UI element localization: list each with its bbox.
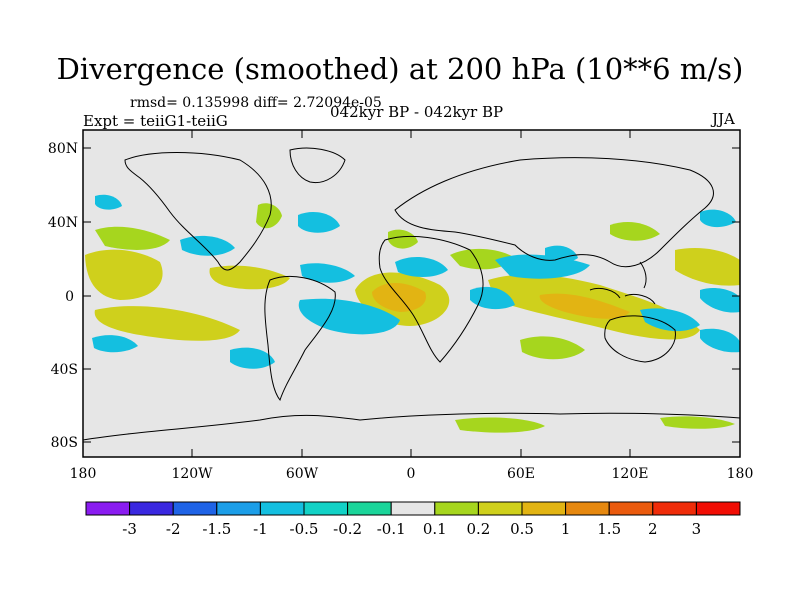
x-tick-label: 60W	[286, 466, 319, 482]
experiment-label: Expt = teiiG1-teiiG	[83, 112, 228, 130]
colorbar-label: -2	[166, 520, 181, 538]
y-tick-label: 80N	[48, 141, 78, 157]
y-tick-label: 80S	[51, 435, 78, 451]
divergence-field	[85, 194, 740, 433]
map-title: Divergence (smoothed) at 200 hPa (10**6 …	[56, 52, 744, 86]
field-patch	[300, 263, 355, 283]
coastlines	[82, 147, 741, 441]
coastline-greenland	[289, 147, 346, 184]
field-patch	[298, 212, 340, 233]
field-patch	[660, 416, 735, 429]
field-patch	[85, 249, 163, 300]
field-patch	[700, 209, 736, 228]
coastline-australia	[604, 315, 676, 363]
colorbar-swatch	[390, 501, 436, 516]
field-patch	[298, 298, 400, 335]
colorbar-swatch	[172, 501, 218, 516]
colorbar-label: 2	[648, 520, 658, 538]
colorbar-swatch	[129, 501, 174, 516]
colorbar-labels: -3 -2 -1.5 -1 -0.5 -0.2 -0.1 0.1 0.2 0.5 1 1.5 2 3	[122, 520, 701, 538]
x-tick-label: 120W	[171, 466, 213, 482]
coastline-islands	[639, 261, 647, 289]
x-tick-label: 180	[727, 466, 754, 482]
colorbar-label: 0.1	[423, 520, 447, 538]
colorbar-label: -1.5	[202, 520, 231, 538]
colorbar-swatch	[347, 501, 392, 516]
colorbar-swatch	[216, 501, 261, 516]
colorbar-swatch	[695, 501, 741, 516]
colorbar-swatch	[259, 501, 305, 516]
colorbar-swatch	[303, 501, 349, 516]
colorbar-swatch	[521, 501, 567, 516]
field-patch	[230, 347, 275, 369]
field-patch	[675, 248, 740, 286]
colorbar-label: -0.2	[333, 520, 362, 538]
colorbar-swatch	[565, 501, 610, 516]
colorbar-label: 1.5	[597, 520, 621, 538]
field-patch	[92, 335, 138, 353]
field-patch	[395, 256, 448, 277]
stats-label: rmsd= 0.135998 diff= 2.72094e-05	[130, 95, 382, 111]
period-label: 042kyr BP - 042kyr BP	[330, 103, 504, 121]
coastline-islands	[624, 293, 656, 305]
season-label: JJA	[712, 110, 735, 128]
tick-marks	[83, 130, 740, 457]
field-patch	[610, 221, 660, 241]
y-tick-label: 0	[65, 289, 74, 305]
field-patch	[94, 306, 240, 341]
coastline-eurasia	[394, 157, 714, 268]
coastline-africa	[378, 235, 484, 363]
field-patch	[545, 245, 578, 264]
colorbar-swatch	[85, 501, 131, 516]
x-tick-label: 120E	[612, 466, 649, 482]
field-patch	[450, 248, 515, 270]
field-patch	[470, 286, 515, 310]
colorbar-label: 3	[692, 520, 702, 538]
coastline-south-america	[264, 275, 336, 402]
colorbar-swatch	[652, 501, 697, 516]
colorbar-label: 1	[561, 520, 571, 538]
colorbar-label: -3	[122, 520, 137, 538]
field-patch	[388, 229, 418, 249]
colorbar-label: 0.5	[510, 520, 534, 538]
coastline-north-america	[124, 152, 272, 271]
field-patch	[640, 308, 700, 332]
field-patch	[256, 203, 282, 229]
x-tick-label: 0	[407, 466, 416, 482]
colorbar-label: 0.2	[466, 520, 490, 538]
field-patch	[455, 417, 545, 433]
field-patch	[372, 282, 426, 312]
field-patch	[520, 336, 585, 360]
field-patch	[700, 287, 740, 313]
colorbar-label: -0.5	[290, 520, 319, 538]
colorbar	[85, 501, 741, 516]
y-tick-label: 40N	[48, 215, 78, 231]
colorbar-swatch	[477, 501, 523, 516]
coastline-islands	[589, 287, 621, 299]
colorbar-label: -0.1	[377, 520, 406, 538]
coastline-antarctica	[82, 412, 741, 441]
field-patch	[180, 235, 235, 256]
y-tick-label: 40S	[51, 362, 78, 378]
colorbar-label: -1	[253, 520, 268, 538]
x-tick-label: 180	[70, 466, 97, 482]
colorbar-swatch	[608, 501, 654, 516]
field-patch	[95, 226, 170, 250]
field-patch	[95, 194, 122, 210]
x-tick-label: 60E	[507, 466, 535, 482]
field-patch	[539, 293, 630, 319]
field-patch	[700, 328, 740, 353]
field-patch	[209, 265, 290, 290]
colorbar-swatch	[434, 501, 479, 516]
